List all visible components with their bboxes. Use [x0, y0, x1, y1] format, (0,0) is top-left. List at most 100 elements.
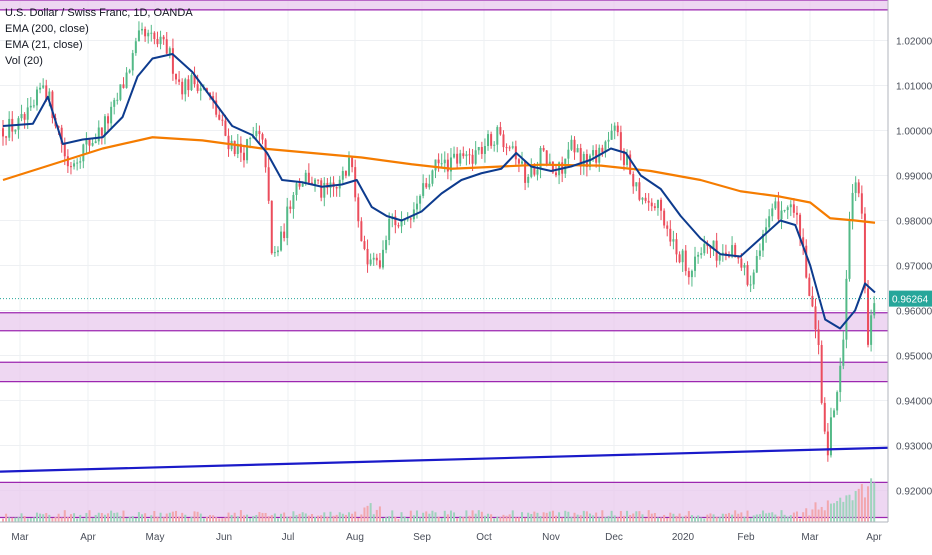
candle-body — [168, 48, 171, 54]
volume-bar — [242, 515, 245, 522]
candle-body — [165, 39, 168, 54]
candle-body — [607, 139, 610, 142]
volume-bar — [514, 517, 517, 522]
candle-body — [236, 143, 239, 154]
volume-bar — [626, 510, 629, 522]
volume-bar — [137, 512, 140, 522]
volume-bar — [88, 510, 91, 522]
volume-bar — [468, 515, 471, 522]
candle-body — [771, 208, 774, 217]
candle-body — [175, 73, 178, 80]
candle-body — [863, 213, 866, 289]
candle-body — [394, 216, 397, 226]
volume-bar — [548, 511, 551, 522]
volume-bar — [842, 501, 845, 522]
candle-body — [280, 231, 283, 251]
candle-body — [354, 167, 357, 198]
candle-body — [601, 147, 604, 153]
candle-body — [388, 218, 391, 241]
zone-rect — [0, 362, 888, 382]
candle-body — [681, 250, 684, 263]
volume-bar — [678, 513, 681, 522]
candle-body — [820, 345, 823, 403]
candle-body — [144, 28, 147, 37]
volume-bar — [799, 518, 802, 522]
volume-bar — [82, 518, 85, 522]
candle-body — [8, 118, 11, 138]
candle-body — [786, 207, 789, 211]
volume-bar — [26, 518, 29, 522]
volume-bar — [301, 512, 304, 522]
candle-body — [694, 256, 697, 271]
candle-body — [242, 152, 245, 161]
volume-bar — [224, 517, 227, 522]
candle-body — [141, 28, 144, 31]
candle-body — [527, 176, 530, 183]
volume-bar — [351, 513, 354, 522]
volume-bar — [715, 516, 718, 522]
price-axis: 0.92000 0.93000 0.94000 0.95000 0.96000 0.970… — [896, 37, 932, 498]
volume-bar — [60, 517, 63, 522]
candle-body — [564, 158, 567, 174]
candle-body — [471, 154, 474, 164]
candle-body — [536, 169, 539, 175]
candle-body — [406, 218, 409, 220]
current-price-label: 0.96264 — [889, 290, 932, 307]
volume-bar — [786, 516, 789, 522]
volume-bar — [833, 503, 836, 522]
volume-bar — [357, 517, 360, 522]
volume-bar — [808, 515, 811, 522]
volume-bar — [459, 516, 462, 522]
candle-body — [848, 220, 851, 279]
candle-body — [539, 148, 542, 170]
candle-body — [700, 253, 703, 255]
candle-body — [363, 241, 366, 249]
volume-bar — [724, 513, 727, 522]
candle-body — [320, 180, 323, 198]
candle-body — [409, 218, 412, 220]
candle-body — [42, 85, 45, 88]
candle-body — [811, 295, 814, 307]
volume-bar — [252, 516, 255, 522]
candle-body — [567, 149, 570, 159]
volume-bar — [354, 511, 357, 522]
current-price-badge — [889, 290, 932, 307]
volume-bar — [378, 506, 381, 522]
price-tick-label: 0.99000 — [896, 172, 932, 183]
volume-bar — [2, 518, 4, 522]
volume-bar — [107, 513, 110, 522]
volume-bar — [54, 516, 57, 522]
volume-bar — [672, 513, 675, 522]
volume-bar — [755, 514, 758, 522]
volume-bar — [193, 511, 196, 522]
volume-bar — [768, 512, 771, 522]
volume-bar — [212, 515, 215, 522]
candle-body — [196, 84, 199, 91]
candle-body — [792, 204, 795, 213]
candle-body — [88, 139, 91, 146]
volume-bar — [267, 516, 270, 522]
candle-body — [199, 88, 202, 91]
volume-bar — [585, 511, 588, 522]
candle-body — [32, 105, 35, 107]
candle-body — [666, 225, 669, 229]
volume-bar — [650, 513, 653, 522]
volume-bar — [524, 517, 527, 522]
time-tick-label: Nov — [542, 532, 560, 543]
candle-body — [419, 195, 422, 204]
candle-body — [5, 136, 8, 138]
volume-bar — [134, 518, 137, 522]
candle-body — [761, 233, 764, 251]
candle-body — [128, 70, 131, 73]
volume-bar — [276, 518, 279, 522]
volume-bar — [270, 515, 273, 522]
volume-bar — [471, 510, 474, 522]
volume-bar — [69, 514, 72, 522]
candle-body — [833, 410, 836, 418]
candle-body — [378, 260, 381, 268]
candle-body — [14, 129, 17, 132]
volume-bar — [366, 505, 369, 522]
candle-body — [765, 227, 768, 234]
